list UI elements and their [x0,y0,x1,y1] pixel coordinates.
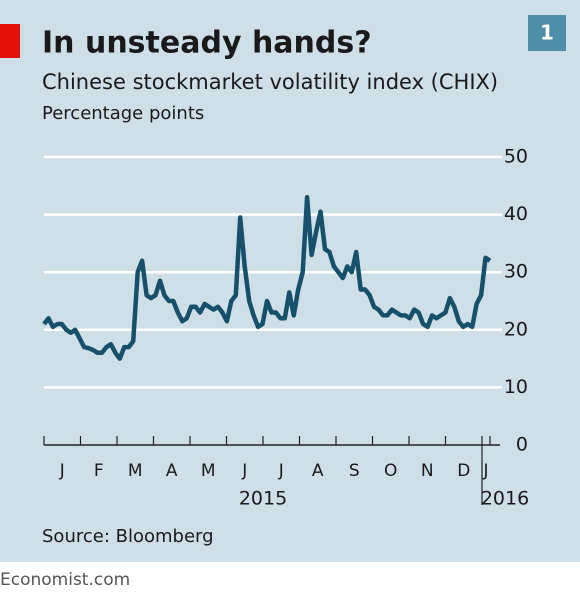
x-tick-label: J [482,461,488,481]
x-tick-label: J [241,461,247,481]
subtitle: Chinese stockmarket volatility index (CH… [42,70,498,94]
y-tick-label: 30 [504,261,528,283]
y-tick-label: 0 [516,434,528,456]
y-tick-label: 40 [504,203,528,225]
x-tick-label: N [421,461,434,481]
x-tick-label: M [201,461,216,481]
footer: Economist.com [0,570,130,590]
x-tick-label: M [128,461,143,481]
x-tick-label: S [349,461,360,481]
y-tick-label: 10 [504,376,528,398]
series-line [42,195,492,361]
red-tag [0,24,20,58]
x-tick-label: O [384,461,397,481]
x-tick-label: A [312,461,324,481]
year-label: 2015 [239,488,287,510]
badge: 1 [540,21,554,45]
source: Source: Bloomberg [42,526,214,547]
x-tick-label: J [278,461,284,481]
x-tick-label: J [59,461,65,481]
chart-title: In unsteady hands? [42,26,372,61]
year-label: 2016 [481,488,529,510]
y-label: Percentage points [42,103,204,124]
x-tick-label: F [94,461,104,481]
y-tick-label: 50 [504,146,528,168]
badge-box [528,15,566,51]
y-tick-label: 20 [504,318,528,340]
x-tick-label: D [457,461,470,481]
x-tick-label: A [166,461,178,481]
